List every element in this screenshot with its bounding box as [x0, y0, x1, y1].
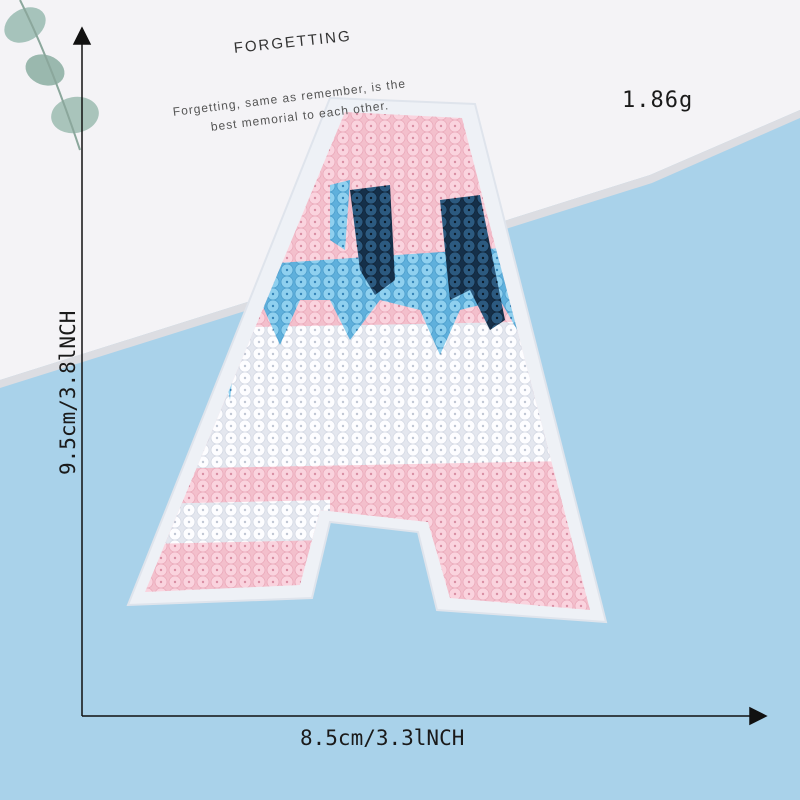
height-dimension-label: 9.5cm/3.8lNCH	[56, 310, 80, 475]
width-dimension-label: 8.5cm/3.3lNCH	[300, 726, 465, 750]
dimension-lines	[72, 26, 768, 726]
eucalyptus-leaves-icon	[4, 0, 99, 151]
weight-label: 1.86g	[622, 88, 694, 113]
arrow-up-icon	[72, 26, 92, 45]
arrow-right-icon	[749, 706, 768, 726]
